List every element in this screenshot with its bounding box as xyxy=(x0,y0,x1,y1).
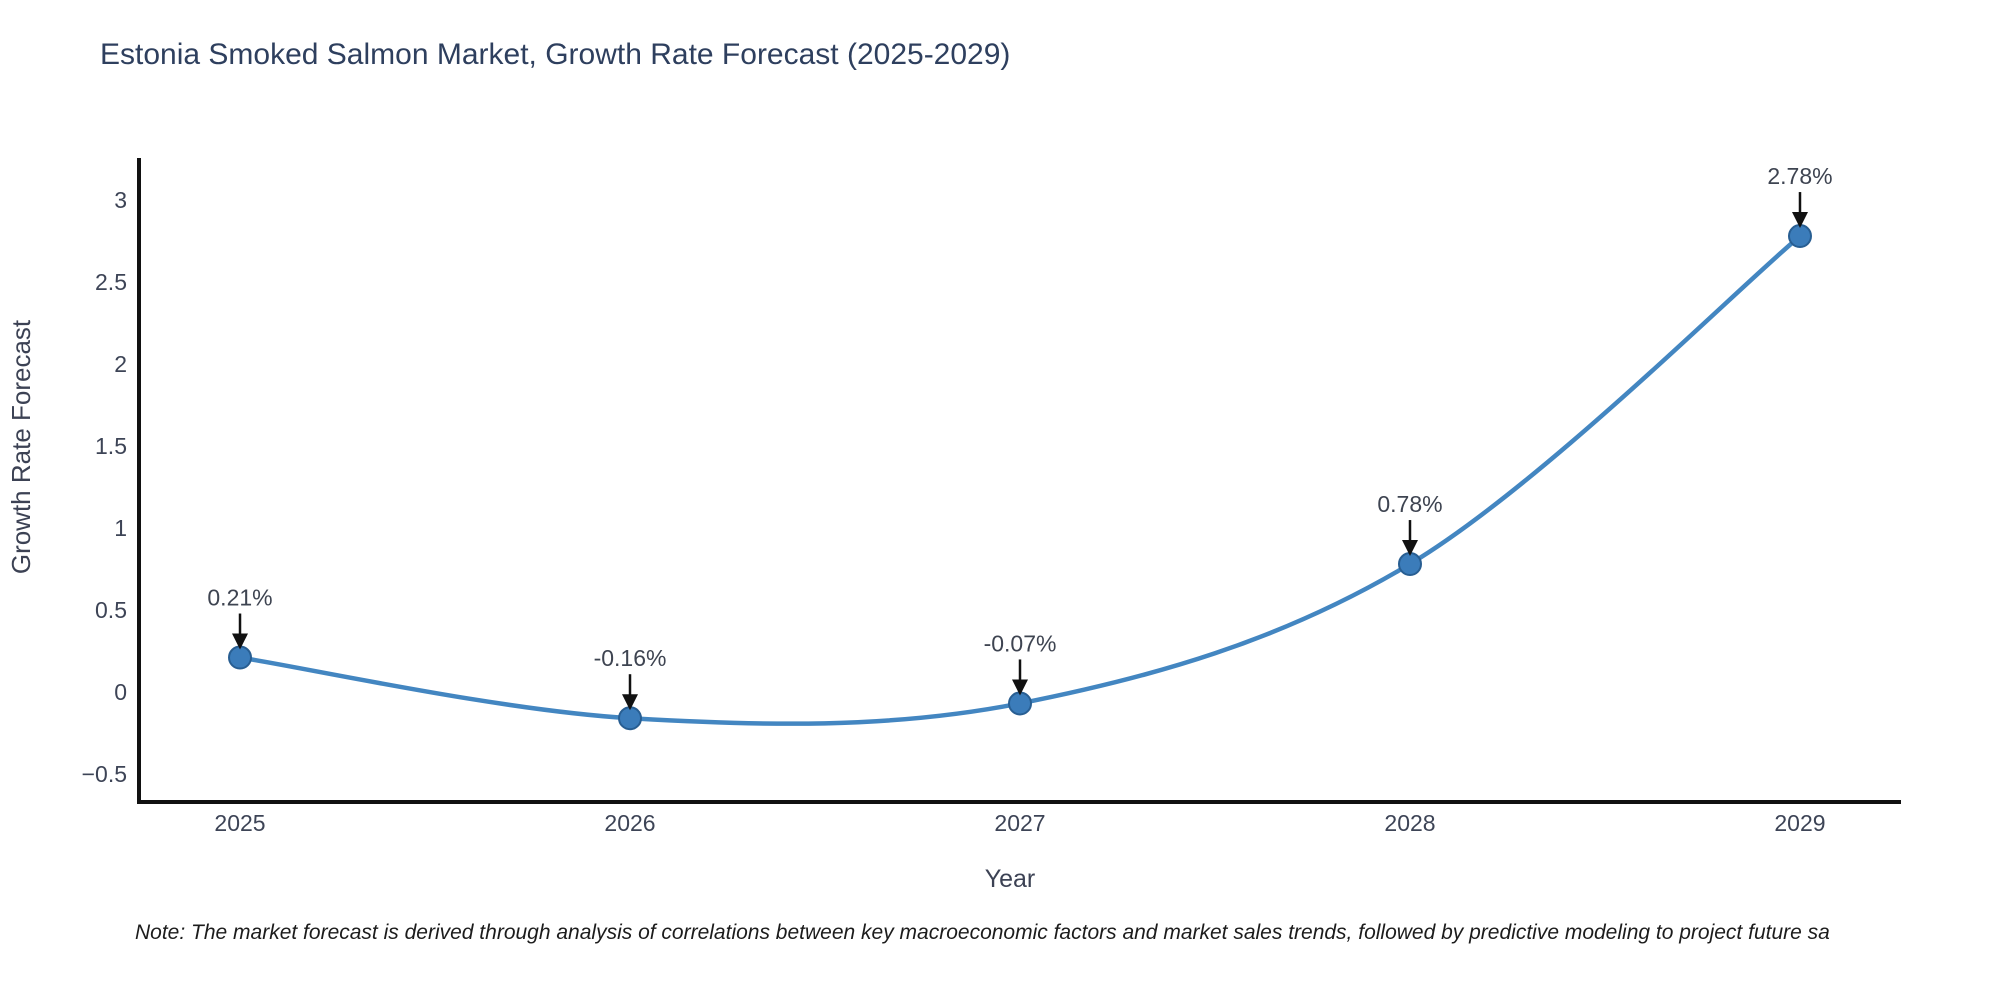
chart-footnote: Note: The market forecast is derived thr… xyxy=(135,921,1830,944)
y-tick-label: 2.5 xyxy=(95,269,127,295)
y-axis-title: Growth Rate Forecast xyxy=(6,319,36,574)
chart-title: Estonia Smoked Salmon Market, Growth Rat… xyxy=(100,38,1011,71)
point-annotation-label: -0.07% xyxy=(984,630,1057,656)
point-annotation-label: 0.21% xyxy=(207,585,272,611)
x-tick-label: 2028 xyxy=(1384,810,1435,836)
data-point-marker xyxy=(618,706,643,731)
x-axis-title: Year xyxy=(985,865,1036,893)
point-annotation-label: 0.78% xyxy=(1377,491,1442,517)
data-point-marker xyxy=(228,645,253,670)
y-tick-label: 0.5 xyxy=(95,597,127,623)
annotation-arrow-head xyxy=(232,633,249,650)
y-tick-label: 0 xyxy=(114,679,127,705)
data-point-marker xyxy=(1008,691,1032,716)
x-tick-label: 2027 xyxy=(994,810,1045,836)
series-line xyxy=(237,233,1803,726)
data-point-marker xyxy=(1397,552,1422,577)
point-annotation-label: 2.78% xyxy=(1767,163,1832,189)
annotation-arrow-head xyxy=(1401,540,1418,557)
x-tick-label: 2029 xyxy=(1774,810,1825,836)
y-tick-label: 2 xyxy=(114,351,127,377)
y-tick-label: 1.5 xyxy=(95,433,127,459)
y-tick-label: 3 xyxy=(114,187,127,213)
y-tick-label: −0.5 xyxy=(82,761,127,787)
annotation-arrow-head xyxy=(1791,212,1808,229)
x-tick-label: 2026 xyxy=(604,810,655,836)
y-tick-label: 1 xyxy=(114,515,127,541)
x-tick-label: 2025 xyxy=(214,810,265,836)
point-annotation-label: -0.16% xyxy=(594,645,667,671)
annotation-arrow-head xyxy=(622,694,639,711)
data-point-marker xyxy=(1787,224,1812,249)
annotation-arrow-head xyxy=(1012,679,1028,696)
